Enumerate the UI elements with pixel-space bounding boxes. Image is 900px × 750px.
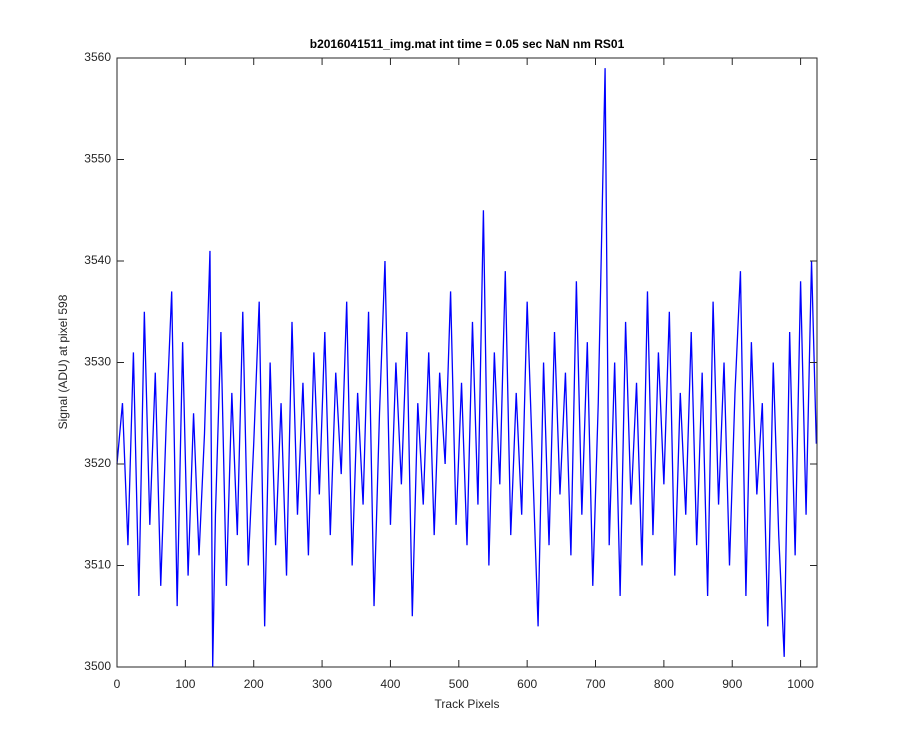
x-tick-label: 200 bbox=[244, 677, 264, 691]
x-tick-label: 600 bbox=[517, 677, 537, 691]
y-axis-label: Signal (ADU) at pixel 598 bbox=[56, 294, 70, 429]
data-line bbox=[116, 68, 817, 668]
x-tick-label: 900 bbox=[722, 677, 742, 691]
y-tick-label: 3530 bbox=[84, 355, 111, 369]
y-tick-label: 3550 bbox=[84, 152, 111, 166]
y-tick-label: 3510 bbox=[84, 558, 111, 572]
x-tick-label: 500 bbox=[449, 677, 469, 691]
x-tick-label: 300 bbox=[312, 677, 332, 691]
x-tick-label: 700 bbox=[586, 677, 606, 691]
chart-title: b2016041511_img.mat int time = 0.05 sec … bbox=[310, 37, 625, 51]
y-tick-label: 3560 bbox=[84, 50, 111, 64]
x-axis-label: Track Pixels bbox=[435, 697, 500, 711]
x-tick-label: 800 bbox=[654, 677, 674, 691]
x-tick-label: 400 bbox=[380, 677, 400, 691]
x-tick-label: 0 bbox=[114, 677, 121, 691]
y-tick-label: 3540 bbox=[84, 253, 111, 267]
y-tick-label: 3520 bbox=[84, 456, 111, 470]
plot-area bbox=[117, 58, 817, 667]
x-tick-label: 1000 bbox=[787, 677, 814, 691]
y-tick-label: 3500 bbox=[84, 659, 111, 673]
x-tick-label: 100 bbox=[175, 677, 195, 691]
